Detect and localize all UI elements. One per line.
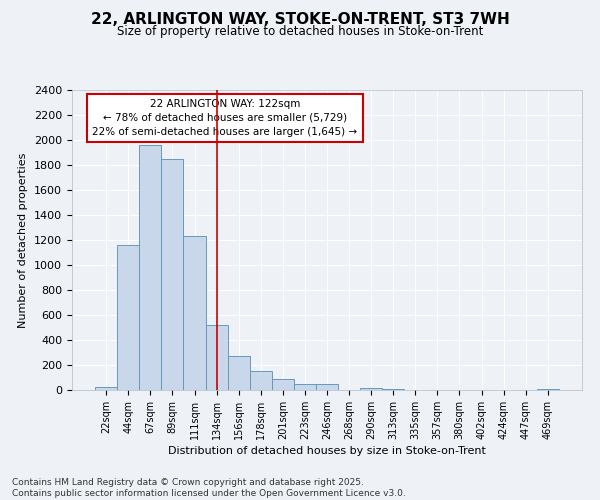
Bar: [206, 325, 227, 390]
Bar: [294, 384, 316, 390]
Bar: [139, 145, 161, 390]
Bar: [250, 371, 272, 390]
Text: Size of property relative to detached houses in Stoke-on-Trent: Size of property relative to detached ho…: [117, 25, 483, 38]
Bar: [272, 379, 294, 390]
Bar: [316, 384, 338, 390]
Bar: [227, 356, 250, 390]
Text: 22 ARLINGTON WAY: 122sqm
← 78% of detached houses are smaller (5,729)
22% of sem: 22 ARLINGTON WAY: 122sqm ← 78% of detach…: [92, 99, 358, 137]
Text: Contains HM Land Registry data © Crown copyright and database right 2025.
Contai: Contains HM Land Registry data © Crown c…: [12, 478, 406, 498]
Bar: [161, 159, 184, 390]
Bar: [184, 236, 206, 390]
Text: 22, ARLINGTON WAY, STOKE-ON-TRENT, ST3 7WH: 22, ARLINGTON WAY, STOKE-ON-TRENT, ST3 7…: [91, 12, 509, 28]
X-axis label: Distribution of detached houses by size in Stoke-on-Trent: Distribution of detached houses by size …: [168, 446, 486, 456]
Bar: [95, 387, 117, 390]
Bar: [117, 245, 139, 390]
Y-axis label: Number of detached properties: Number of detached properties: [19, 152, 28, 328]
Bar: [360, 388, 382, 390]
